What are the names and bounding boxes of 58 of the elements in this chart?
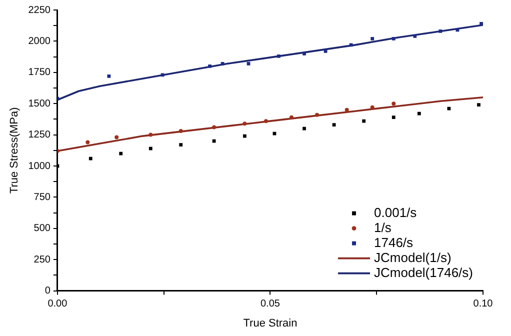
- point: [114, 135, 119, 140]
- point: [392, 102, 396, 106]
- point: [119, 152, 123, 156]
- legend-label: 0.001/s: [374, 204, 418, 220]
- x-tick-label: 0.10: [473, 298, 494, 310]
- point: [438, 30, 442, 33]
- y-tick-label: 1500: [28, 98, 51, 110]
- y-tick-label: 500: [34, 223, 51, 234]
- point: [107, 74, 111, 78]
- legend-label: JCmodel(1746/s): [374, 264, 474, 280]
- point: [324, 49, 328, 53]
- point: [220, 62, 224, 66]
- point: [332, 123, 336, 127]
- legend-label: 1/s: [374, 220, 392, 235]
- point: [392, 37, 396, 40]
- y-tick-label: 1250: [28, 130, 51, 141]
- point: [246, 62, 250, 66]
- point: [242, 134, 246, 138]
- x-tick-label: 0.05: [260, 298, 280, 310]
- point: [88, 156, 92, 160]
- point: [315, 112, 320, 117]
- point: [370, 37, 374, 40]
- point: [392, 116, 396, 120]
- point: [290, 115, 294, 120]
- point: [148, 146, 152, 150]
- x-tick-label: 0.00: [48, 298, 68, 310]
- point: [242, 122, 247, 126]
- point: [447, 106, 451, 110]
- y-axis-title: True Stress(MPa): [8, 107, 21, 194]
- point: [178, 129, 183, 134]
- point: [212, 125, 216, 130]
- point: [86, 140, 90, 144]
- point: [480, 22, 483, 26]
- point: [160, 73, 164, 77]
- point: [302, 126, 306, 130]
- point: [277, 54, 280, 58]
- y-tick-label: 2000: [28, 36, 51, 47]
- y-tick-label: 0: [44, 286, 51, 297]
- y-tick-label: 1000: [28, 160, 51, 172]
- point: [417, 112, 421, 116]
- y-tick-label: 2250: [28, 4, 51, 16]
- y-tick-label: 1750: [28, 67, 51, 78]
- point: [370, 105, 374, 110]
- point: [349, 43, 353, 47]
- y-tick-label: 750: [34, 192, 51, 203]
- point: [362, 119, 366, 123]
- y-tick-label: 250: [34, 254, 51, 266]
- point: [148, 132, 153, 137]
- point: [344, 108, 349, 112]
- legend-label: JCmodel(1/s): [374, 250, 452, 265]
- point: [477, 103, 480, 107]
- point: [179, 143, 183, 146]
- legend-label: 1746/s: [374, 234, 414, 250]
- point: [264, 119, 268, 124]
- x-axis-title: True Strain: [243, 317, 298, 330]
- point: [302, 52, 306, 56]
- point: [208, 64, 212, 68]
- point: [413, 34, 417, 38]
